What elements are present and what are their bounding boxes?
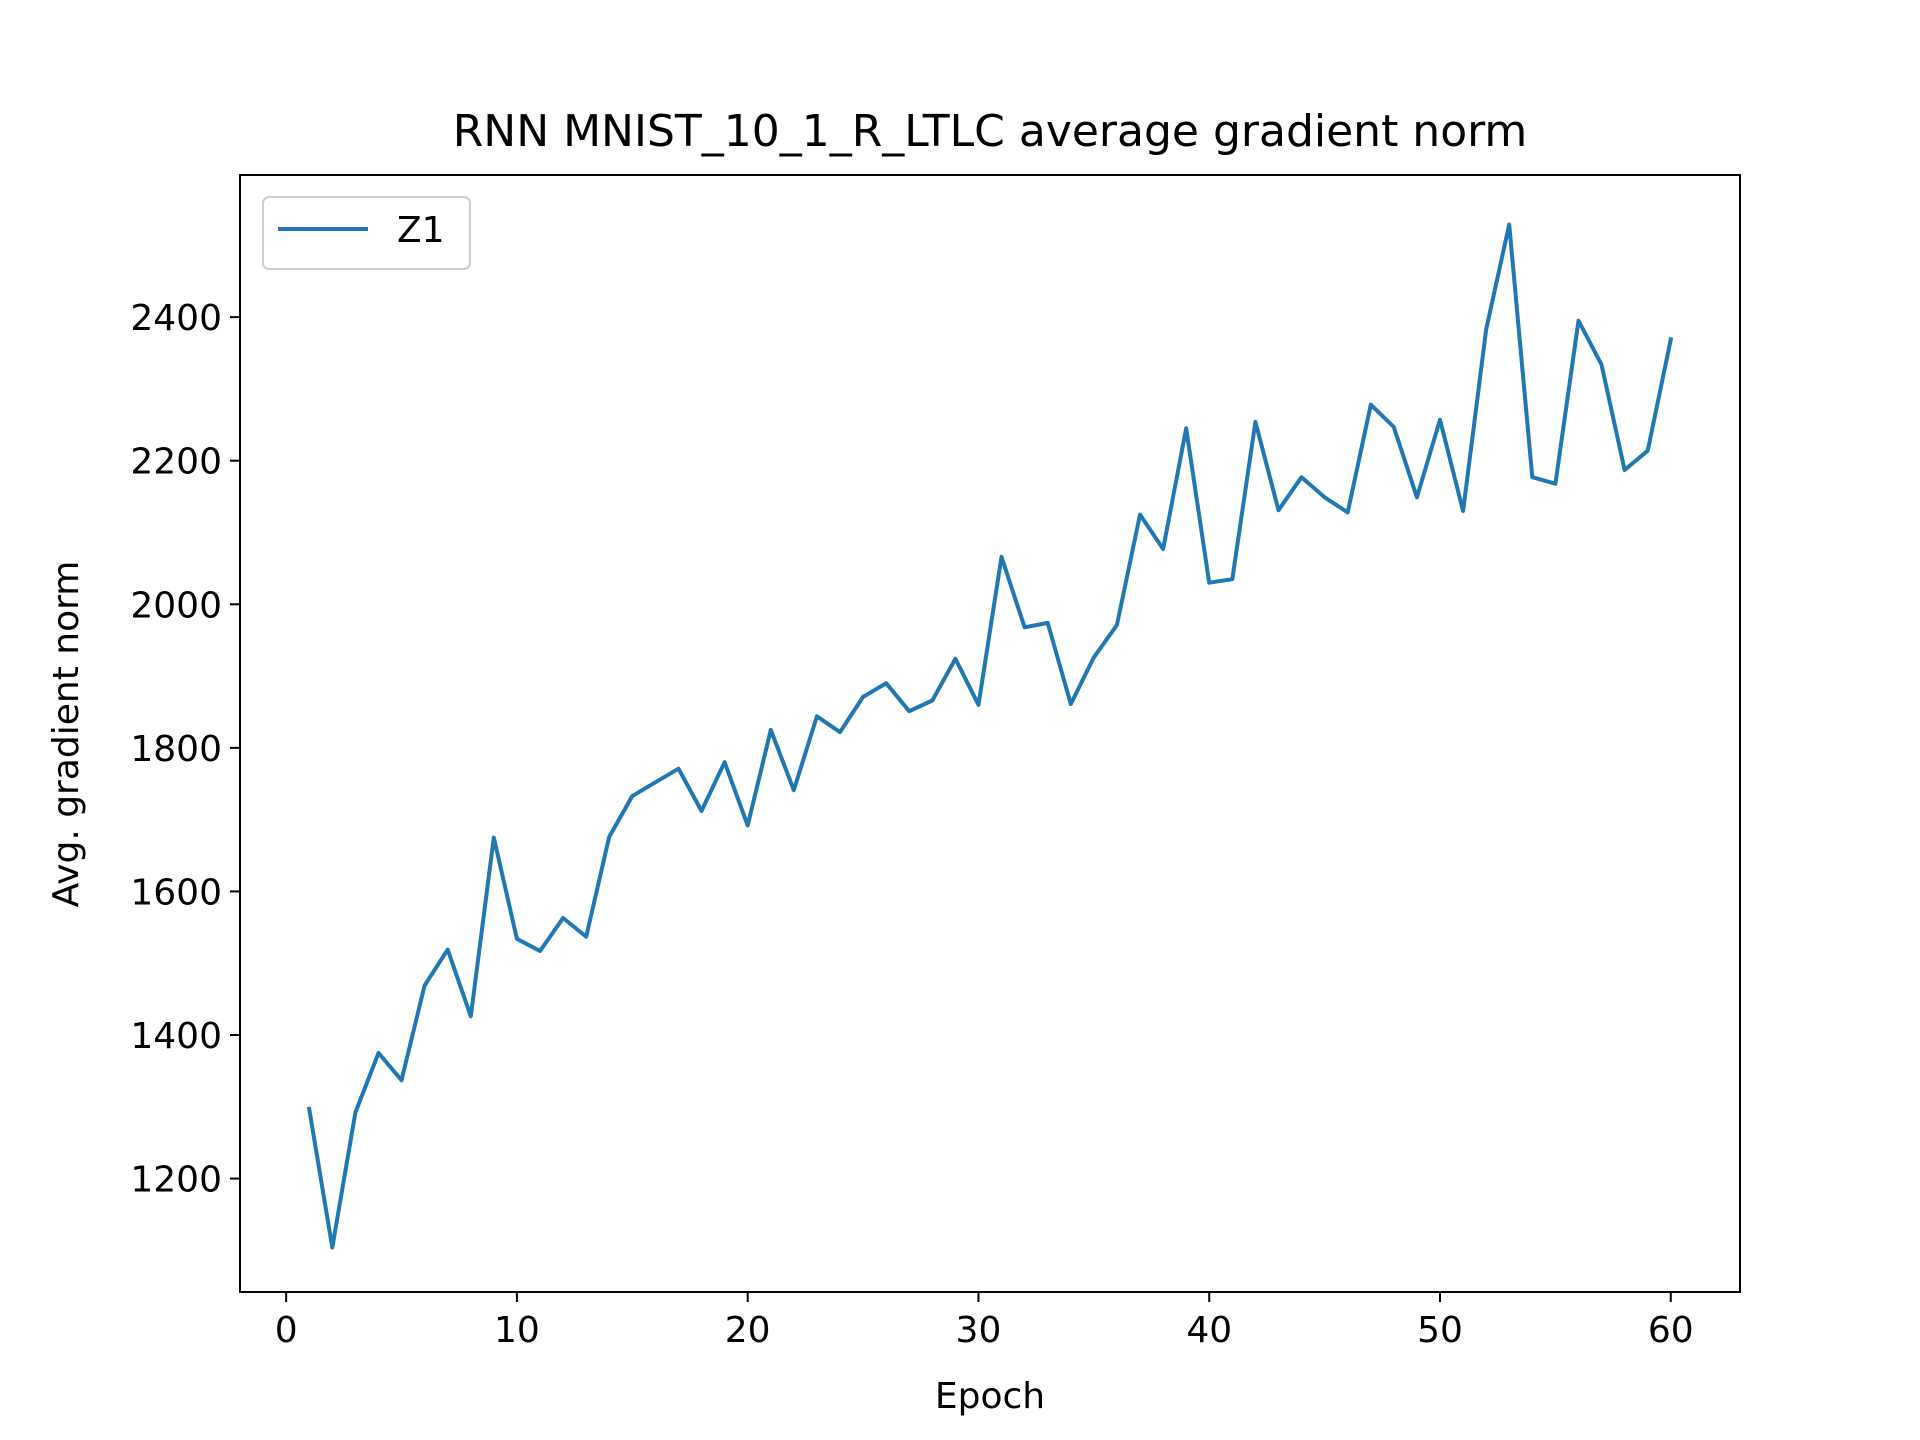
- y-tick-label: 2000: [130, 585, 222, 626]
- plot-background: [240, 175, 1740, 1292]
- legend-label: Z1: [397, 210, 445, 251]
- x-tick-label: 20: [725, 1310, 771, 1351]
- y-axis-label: Avg. gradient norm: [46, 561, 87, 908]
- y-tick-label: 1200: [130, 1160, 222, 1201]
- y-tick-label: 2200: [130, 442, 222, 483]
- y-tick-label: 1400: [130, 1016, 222, 1057]
- series-line-z1: [306, 222, 1674, 1250]
- y-tick-label: 1800: [130, 729, 222, 770]
- x-tick-label: 60: [1648, 1310, 1694, 1351]
- y-tick-label: 2400: [130, 298, 222, 339]
- x-tick-label: 40: [1186, 1310, 1232, 1351]
- x-tick-label: 50: [1417, 1310, 1463, 1351]
- series-layer: [306, 222, 1674, 1250]
- plot-frame: [239, 174, 1741, 1293]
- y-axis: 1200 1400 1600 1800 2000 2200 2400: [130, 298, 240, 1201]
- legend: Z1: [262, 196, 471, 270]
- chart-title: RNN MNIST_10_1_R_LTLC average gradient n…: [453, 106, 1528, 157]
- x-axis: 0 10 20 30 40 50 60: [275, 1292, 1694, 1351]
- y-tick-label: 1600: [130, 872, 222, 913]
- legend-box: [262, 196, 471, 270]
- x-tick-label: 0: [275, 1310, 298, 1351]
- x-tick-label: 10: [494, 1310, 540, 1351]
- plot-area: [239, 174, 1741, 1293]
- x-axis-label: Epoch: [935, 1376, 1045, 1417]
- x-tick-label: 30: [956, 1310, 1002, 1351]
